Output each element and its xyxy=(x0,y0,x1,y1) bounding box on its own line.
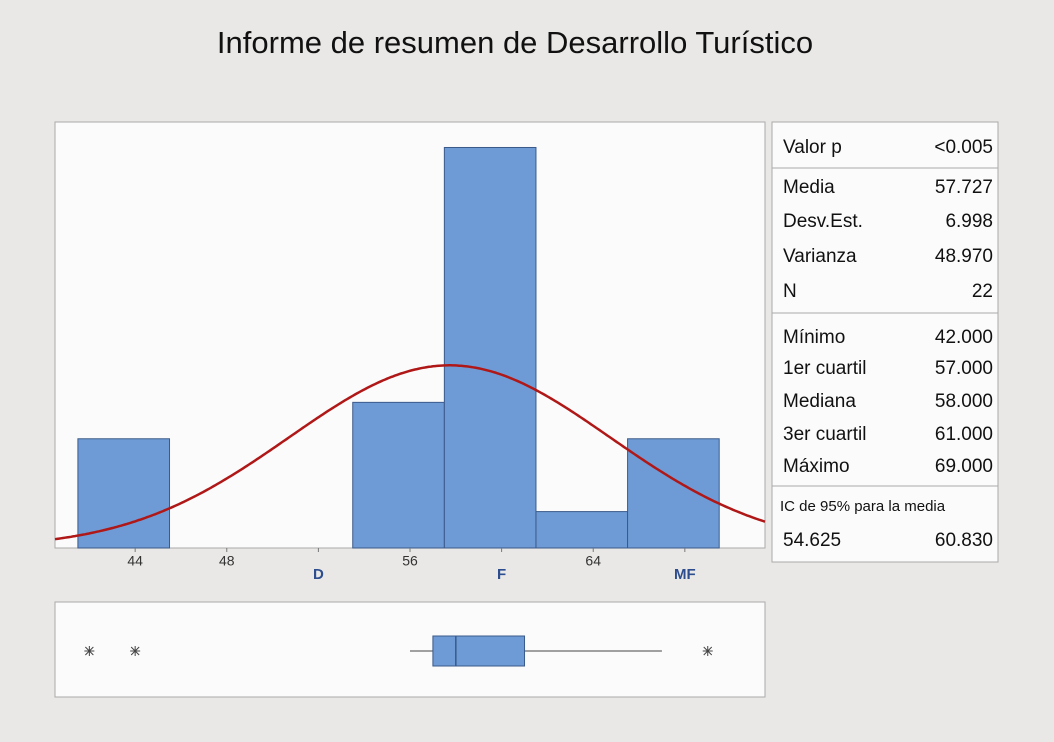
stat-value: 22 xyxy=(972,281,993,302)
outlier xyxy=(702,646,713,656)
x-tick-label: 44 xyxy=(127,553,143,569)
ci-high: 60.830 xyxy=(935,530,993,551)
x-tick-label: 48 xyxy=(219,553,235,569)
stat-value: 6.998 xyxy=(945,211,993,232)
stat-value: 48.970 xyxy=(935,246,993,267)
x-tick-label: D xyxy=(313,566,324,583)
stat-label: 1er cuartil xyxy=(783,358,866,379)
stat-value: 57.000 xyxy=(935,358,993,379)
box xyxy=(432,635,526,667)
stat-label: Mínimo xyxy=(783,327,845,348)
stat-label: Mediana xyxy=(783,391,856,412)
stat-label: Varianza xyxy=(783,246,857,267)
stat-label: Media xyxy=(783,177,835,198)
outlier xyxy=(84,646,95,656)
boxplot-panel xyxy=(54,601,766,698)
x-tick-label: 64 xyxy=(585,553,601,569)
stat-label: Máximo xyxy=(783,456,850,477)
outlier xyxy=(130,646,141,656)
stat-value: 42.000 xyxy=(935,327,993,348)
stat-value: 57.727 xyxy=(935,177,993,198)
histogram-bar xyxy=(627,438,720,549)
histogram-bar xyxy=(443,146,537,549)
stats-panel xyxy=(771,121,999,563)
stat-value: 61.000 xyxy=(935,424,993,445)
stat-label: 3er cuartil xyxy=(783,424,866,445)
stat-label: Valor p xyxy=(783,137,842,158)
ci-low: 54.625 xyxy=(783,530,841,551)
x-tick-label: MF xyxy=(674,566,696,583)
x-tick-label: F xyxy=(497,566,506,583)
stat-value: 58.000 xyxy=(935,391,993,412)
histogram-bar xyxy=(77,438,171,549)
stat-value: <0.005 xyxy=(934,137,993,158)
stat-label: N xyxy=(783,281,797,302)
stat-value: 69.000 xyxy=(935,456,993,477)
normal-curve xyxy=(54,364,766,541)
ci-title: IC de 95% para la media xyxy=(780,498,946,515)
histogram-bar xyxy=(535,511,629,549)
histogram-bar xyxy=(352,401,445,549)
x-tick-label: 56 xyxy=(402,553,418,569)
stat-label: Desv.Est. xyxy=(783,211,863,232)
report-title: Informe de resumen de Desarrollo Turísti… xyxy=(217,25,813,60)
